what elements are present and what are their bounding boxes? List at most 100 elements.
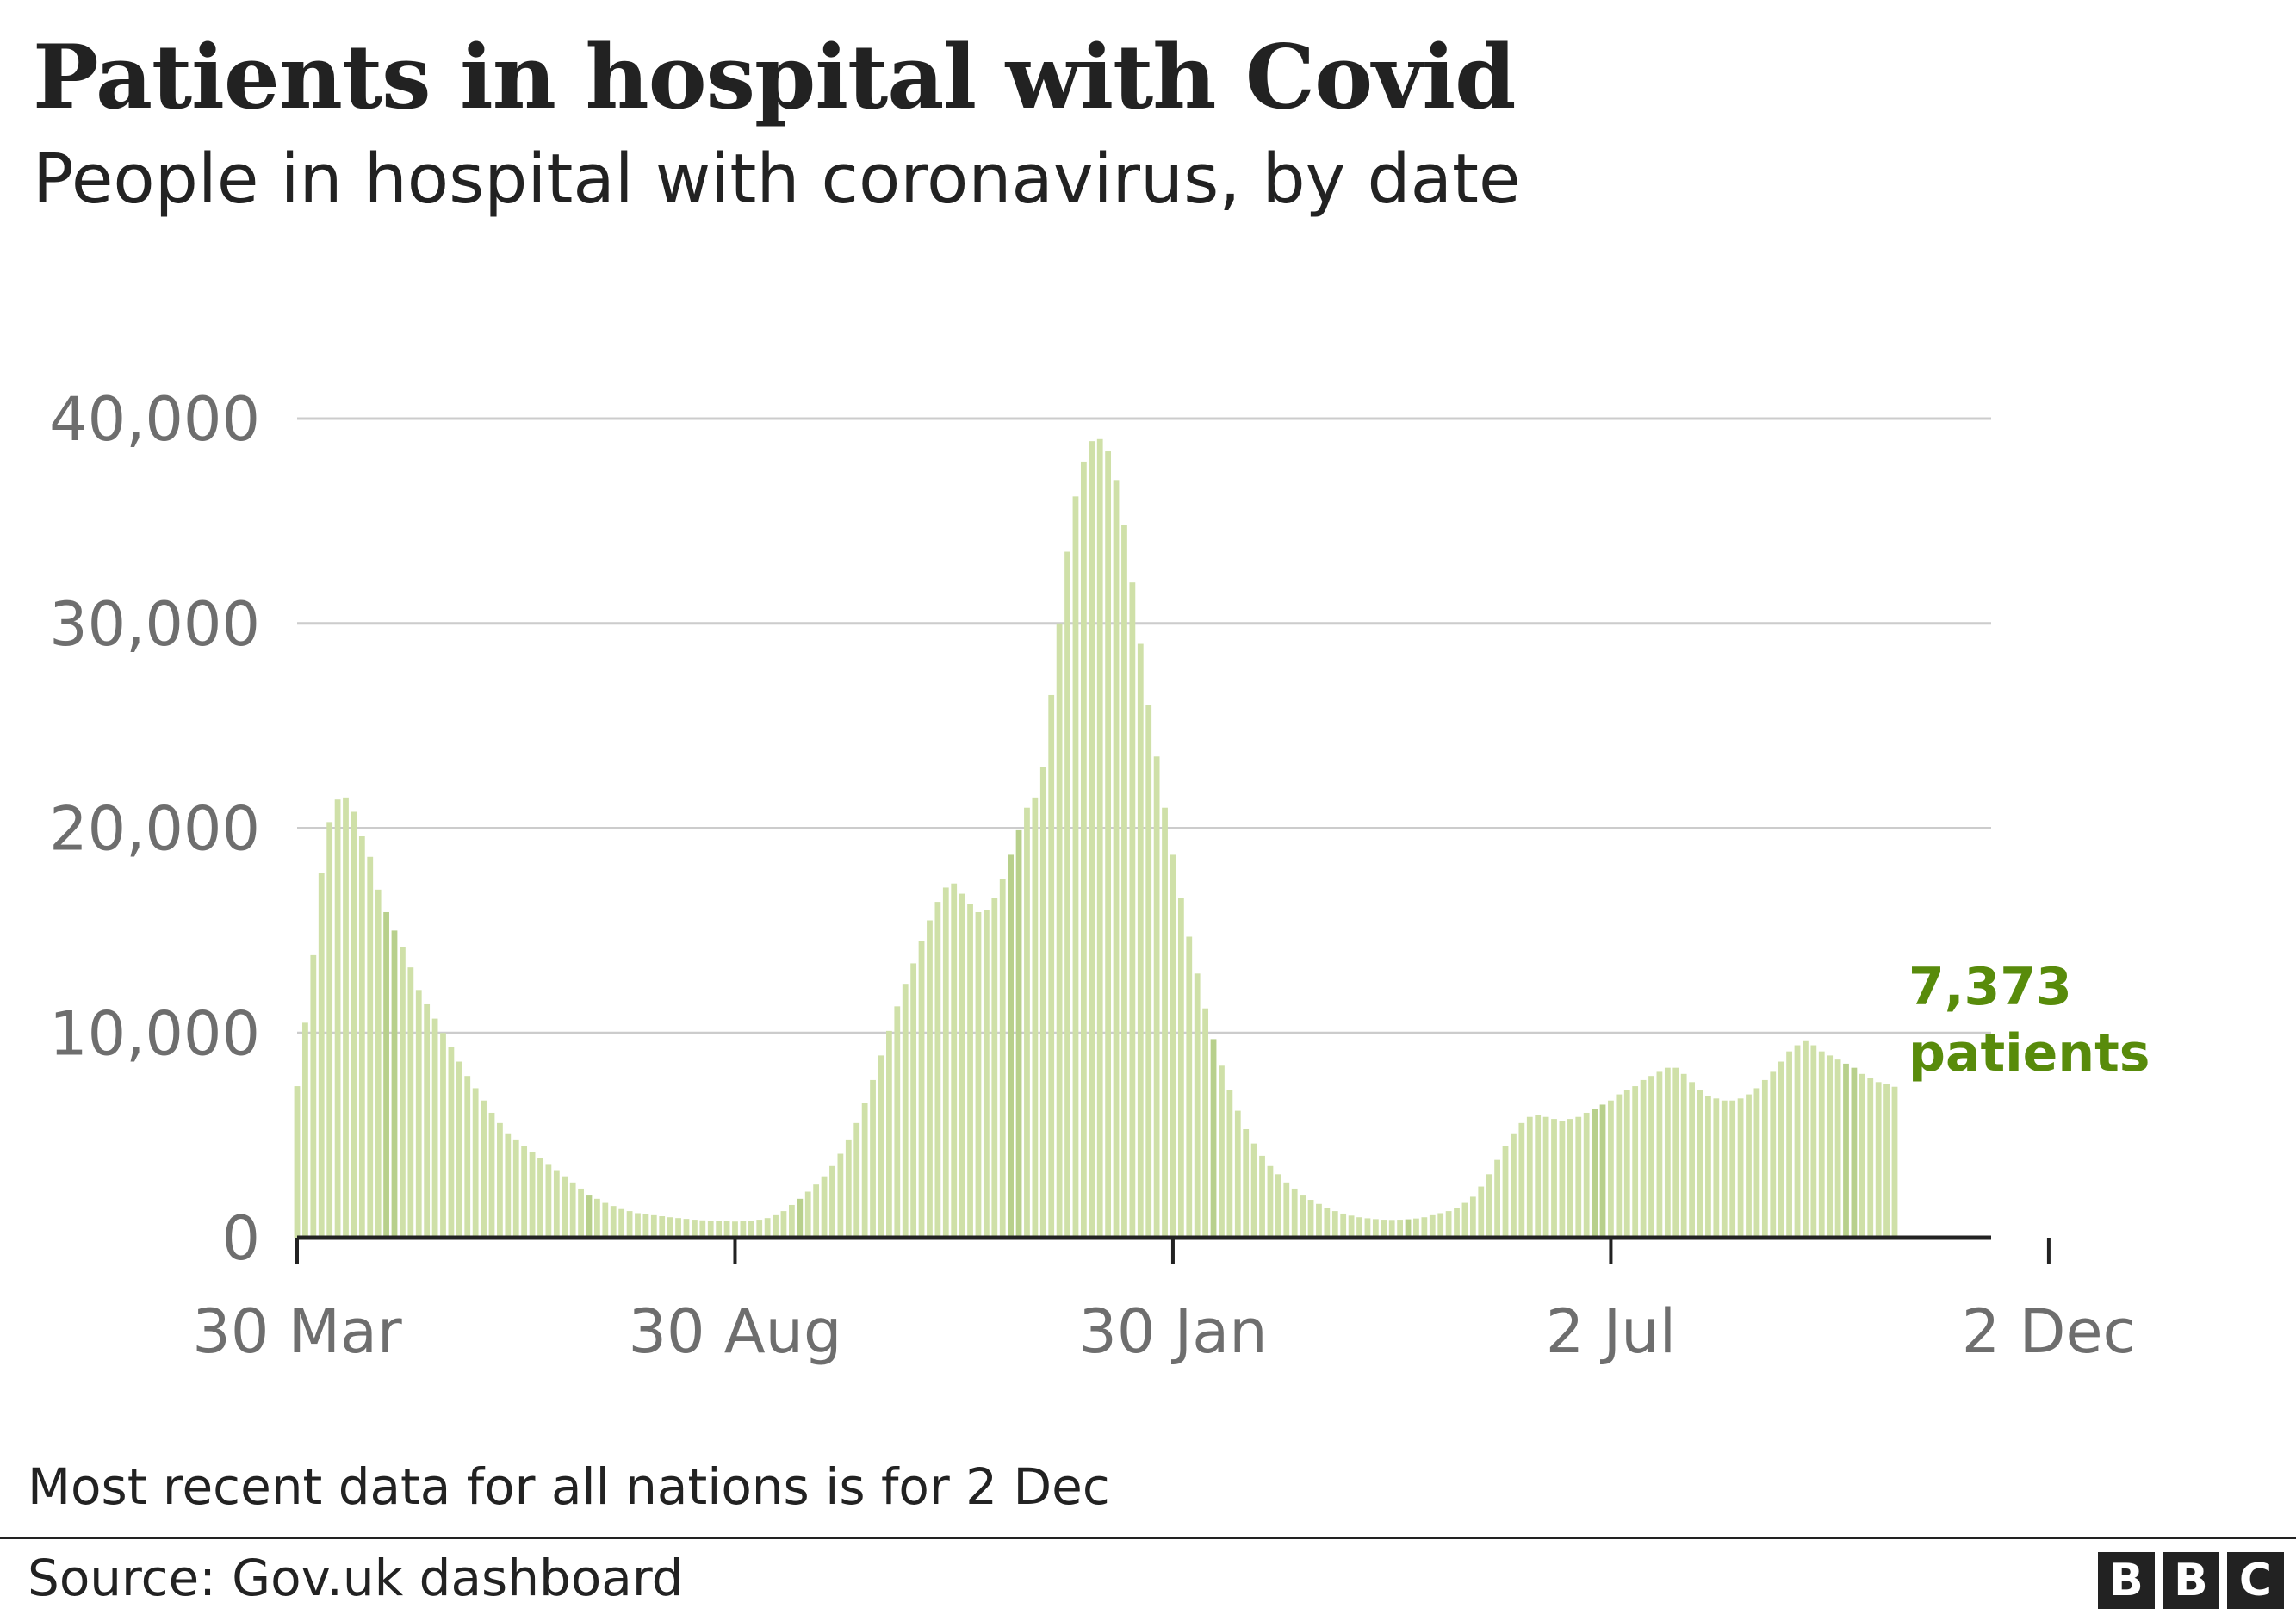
bar — [1008, 854, 1015, 1238]
bar — [626, 1211, 633, 1238]
bar — [1583, 1112, 1590, 1238]
bar — [1121, 525, 1127, 1238]
bar — [1080, 461, 1087, 1238]
bar — [659, 1216, 666, 1238]
bar — [375, 889, 382, 1238]
bar — [650, 1214, 657, 1238]
bar — [1291, 1188, 1298, 1238]
bar — [1851, 1067, 1858, 1238]
bar — [594, 1198, 600, 1238]
bar — [1891, 1086, 1898, 1238]
bar — [1632, 1086, 1639, 1238]
bar — [318, 873, 325, 1238]
bar — [1592, 1109, 1598, 1238]
bar — [756, 1220, 763, 1238]
end-value: 7,373 — [1908, 957, 2072, 1017]
x-tick-label: 30 Mar — [192, 1296, 402, 1367]
bar — [351, 811, 357, 1238]
bar — [1372, 1219, 1379, 1238]
bar — [294, 1086, 301, 1238]
y-tick-label: 10,000 — [49, 998, 260, 1069]
bar — [326, 822, 333, 1238]
bar — [1761, 1079, 1768, 1238]
bar — [927, 920, 933, 1238]
bar — [886, 1030, 892, 1238]
bar — [1331, 1211, 1338, 1238]
bar — [1567, 1119, 1573, 1238]
bar — [1437, 1213, 1444, 1238]
bar — [1129, 582, 1136, 1238]
logo-letter: B — [2163, 1552, 2219, 1609]
bar — [1542, 1116, 1549, 1238]
bar — [983, 910, 990, 1238]
bar — [383, 911, 389, 1238]
bar — [464, 1076, 471, 1238]
bar — [407, 967, 414, 1238]
bar — [1096, 438, 1103, 1238]
bar — [699, 1220, 706, 1238]
bar — [975, 911, 982, 1238]
bar — [448, 1047, 455, 1238]
bar — [1039, 767, 1046, 1238]
bar — [918, 941, 925, 1238]
bar — [1113, 480, 1120, 1238]
bar — [1153, 756, 1160, 1238]
bar — [481, 1100, 487, 1238]
chart-title: Patients in hospital with Covid — [33, 26, 1516, 129]
y-tick-label: 30,000 — [49, 589, 260, 660]
bar — [1672, 1067, 1679, 1238]
bar — [1454, 1208, 1460, 1238]
bar — [1072, 496, 1079, 1238]
bar — [764, 1218, 771, 1238]
end-unit: patients — [1908, 1023, 2150, 1084]
bar — [894, 1006, 901, 1238]
bar — [1526, 1116, 1533, 1238]
source-text: Source: Gov.uk dashboard — [28, 1549, 684, 1607]
bar — [1648, 1076, 1654, 1238]
bar — [472, 1088, 479, 1238]
bar — [1177, 898, 1184, 1238]
bar — [1194, 973, 1201, 1238]
bar — [1234, 1110, 1241, 1238]
bar — [1024, 807, 1030, 1238]
bar — [1746, 1094, 1752, 1238]
y-axis-ticks: 0 10,000 20,000 30,000 40,000 — [49, 384, 260, 1274]
bar — [1137, 643, 1144, 1238]
bar — [1340, 1213, 1347, 1238]
x-tick-label: 30 Jan — [1078, 1296, 1267, 1367]
bar — [1623, 1090, 1630, 1238]
bar — [1300, 1195, 1306, 1238]
bar — [683, 1219, 690, 1238]
bar — [748, 1221, 754, 1238]
bar — [1511, 1133, 1517, 1238]
bar — [1867, 1078, 1874, 1238]
bar — [1267, 1165, 1274, 1238]
bar — [1356, 1217, 1362, 1238]
bar — [723, 1221, 730, 1238]
bar — [1608, 1100, 1614, 1238]
bar — [902, 984, 909, 1238]
bar — [1381, 1220, 1387, 1238]
bar — [1364, 1218, 1371, 1238]
bar — [1810, 1045, 1817, 1238]
bar — [618, 1208, 625, 1238]
bar — [1162, 807, 1168, 1238]
bar — [813, 1184, 820, 1238]
bar — [845, 1139, 852, 1238]
bar — [610, 1206, 617, 1238]
bar — [667, 1217, 673, 1238]
bar — [1316, 1203, 1322, 1238]
bar — [1032, 797, 1039, 1238]
bar — [1219, 1065, 1225, 1238]
bar — [1616, 1094, 1623, 1238]
bar — [1048, 694, 1055, 1238]
bar — [1105, 451, 1112, 1238]
bar — [1186, 936, 1193, 1238]
bar — [1405, 1219, 1412, 1238]
bar — [829, 1165, 835, 1238]
y-tick-label: 40,000 — [49, 384, 260, 455]
bar — [424, 1003, 431, 1238]
bar — [400, 947, 406, 1238]
bar — [1226, 1090, 1233, 1238]
